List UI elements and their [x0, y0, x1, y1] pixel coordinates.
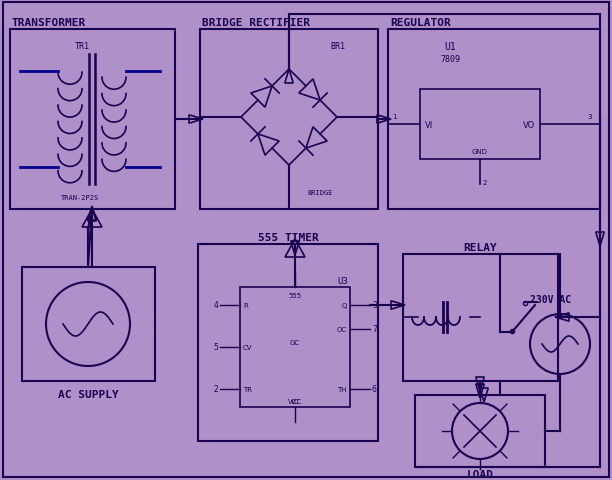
- Text: 2: 2: [213, 384, 218, 394]
- Text: 555 TIMER: 555 TIMER: [258, 232, 318, 242]
- Text: TR: TR: [243, 386, 252, 392]
- Text: REGULATOR: REGULATOR: [390, 18, 451, 28]
- Text: 4: 4: [213, 301, 218, 310]
- Bar: [22, 267, 155, 381]
- Bar: [420, 90, 540, 160]
- Text: 3: 3: [588, 114, 592, 120]
- Text: 7: 7: [372, 325, 377, 334]
- Text: TRAN-2P2S: TRAN-2P2S: [61, 194, 99, 201]
- Text: Q: Q: [341, 302, 347, 308]
- Bar: [415, 395, 545, 467]
- Text: 6: 6: [372, 384, 377, 394]
- Bar: [388, 30, 600, 210]
- Bar: [10, 30, 175, 210]
- Bar: [198, 244, 378, 441]
- Text: 230V AC: 230V AC: [530, 294, 571, 304]
- Text: VCC: VCC: [288, 398, 302, 404]
- Bar: [403, 254, 558, 381]
- Text: 2: 2: [483, 180, 487, 186]
- Text: CV: CV: [243, 344, 253, 350]
- Text: OC: OC: [337, 326, 347, 332]
- Text: BRIDGE: BRIDGE: [307, 190, 333, 195]
- Text: GND: GND: [472, 149, 488, 155]
- Text: BRIDGE RECTIFIER: BRIDGE RECTIFIER: [202, 18, 310, 28]
- Text: RELAY: RELAY: [463, 242, 497, 252]
- Text: GC: GC: [290, 339, 300, 345]
- Text: VI: VI: [425, 120, 433, 129]
- Text: R: R: [243, 302, 248, 308]
- Bar: [200, 30, 378, 210]
- Text: 1: 1: [392, 114, 397, 120]
- Text: 555: 555: [288, 292, 302, 299]
- Text: 5: 5: [213, 343, 218, 352]
- Text: 7809: 7809: [440, 55, 460, 64]
- Text: TH: TH: [337, 386, 347, 392]
- Text: BR1: BR1: [330, 42, 345, 51]
- Text: vC: vC: [291, 398, 299, 404]
- Text: TRANSFORMER: TRANSFORMER: [12, 18, 86, 28]
- Text: VO: VO: [523, 120, 535, 129]
- Text: 3: 3: [372, 301, 377, 310]
- Text: U1: U1: [444, 42, 456, 52]
- Text: LOAD: LOAD: [466, 469, 493, 479]
- Text: AC SUPPLY: AC SUPPLY: [58, 389, 118, 399]
- Text: U3: U3: [337, 276, 348, 286]
- Text: TR1: TR1: [75, 42, 90, 51]
- Bar: [240, 288, 350, 407]
